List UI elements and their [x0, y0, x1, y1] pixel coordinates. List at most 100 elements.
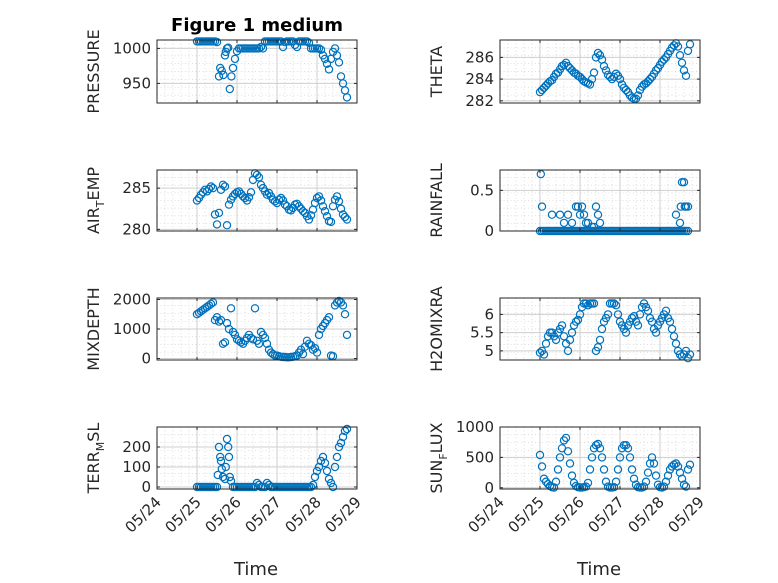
data-point [214, 442, 224, 452]
y-tick-label: 285 [122, 179, 151, 197]
y-tick-label: 5.5 [470, 324, 494, 342]
data-point [635, 310, 645, 319]
data-point [625, 453, 635, 462]
data-point [274, 195, 284, 204]
data-point [310, 472, 320, 482]
data-point [219, 70, 228, 80]
data-point [324, 313, 334, 322]
data-point [298, 349, 308, 359]
data-point [336, 438, 346, 448]
data-point [222, 434, 232, 444]
x-tick-label: 05/26 [545, 493, 588, 536]
data-point [565, 335, 575, 345]
data-point [204, 184, 214, 194]
data-point [246, 188, 256, 197]
y-tick-label: 100 [122, 458, 151, 476]
data-point [593, 210, 603, 219]
data-point [623, 444, 633, 453]
data-point [677, 474, 687, 483]
ylabel-4: RAINFALL [427, 163, 446, 238]
data-point [685, 40, 695, 49]
data-point [551, 477, 561, 486]
data-point [316, 456, 326, 466]
data-point [304, 339, 314, 348]
y-tick-label: 950 [122, 74, 151, 92]
data-point [322, 211, 332, 221]
data-point [215, 452, 225, 462]
data-point [340, 310, 350, 319]
data-point [535, 348, 545, 357]
y-tick-label: 1000 [456, 418, 494, 436]
data-point [595, 218, 605, 228]
x-tick-label: 05/25 [505, 493, 548, 536]
data-point [669, 41, 679, 50]
data-point [611, 477, 621, 486]
data-point [599, 465, 609, 474]
data-point [633, 91, 643, 100]
data-point [260, 333, 270, 343]
data-point [651, 66, 661, 75]
data-point [565, 459, 575, 468]
x-tick-label: 05/26 [202, 493, 245, 536]
data-point [579, 210, 589, 219]
data-point [254, 339, 264, 348]
data-point [611, 69, 621, 78]
y-tick-label: 282 [465, 92, 494, 110]
data-point [675, 350, 685, 359]
data-point [667, 324, 677, 334]
data-point [677, 58, 687, 68]
y-tick-label: 500 [465, 448, 494, 466]
y-tick-label: 284 [465, 70, 494, 88]
y-tick-label: 2000 [113, 290, 151, 308]
data-point [220, 474, 230, 484]
data-point [322, 59, 332, 69]
data-point [671, 339, 681, 348]
data-point [571, 317, 581, 326]
subplot-4-rainfall: 0 0.5 RAINFALL [427, 163, 701, 240]
data-point [601, 477, 611, 486]
data-point [328, 482, 338, 492]
data-point [553, 465, 563, 474]
data-point [669, 460, 679, 469]
ylabel-5: MIXDEPTH [84, 287, 103, 370]
scatter-series [192, 296, 352, 362]
data-point [244, 192, 254, 202]
data-point [535, 450, 545, 460]
data-point [225, 472, 234, 482]
data-point [230, 54, 240, 64]
data-point [567, 471, 577, 480]
data-point [292, 199, 302, 208]
data-point [302, 37, 312, 46]
data-point [589, 68, 599, 77]
y-tick-label: 0 [484, 479, 494, 497]
data-point [252, 170, 262, 180]
data-point [228, 63, 238, 73]
data-point [595, 335, 605, 345]
plot-area [500, 170, 700, 231]
axes-box [499, 426, 701, 490]
data-point [208, 183, 218, 193]
ylabel-1: PRESSURE [84, 29, 103, 113]
scatter-series [535, 39, 695, 103]
data-point [324, 474, 334, 484]
data-point [685, 460, 695, 469]
data-point [537, 202, 547, 211]
data-point [254, 44, 264, 53]
data-point [208, 298, 218, 307]
data-point [230, 330, 240, 340]
data-point [673, 42, 683, 51]
subplot-5-mixdepth: 0 1000 2000 MIXDEPTH [84, 287, 358, 371]
data-point [338, 432, 348, 442]
data-point [312, 348, 322, 357]
x-tick-label: 05/24 [122, 493, 165, 536]
data-point [262, 190, 272, 199]
data-point [633, 321, 643, 330]
data-point [314, 330, 324, 340]
data-point [342, 215, 352, 224]
data-point [609, 299, 619, 308]
data-point [643, 306, 653, 315]
data-point [223, 43, 233, 52]
data-point [304, 215, 314, 224]
data-point [280, 200, 290, 209]
